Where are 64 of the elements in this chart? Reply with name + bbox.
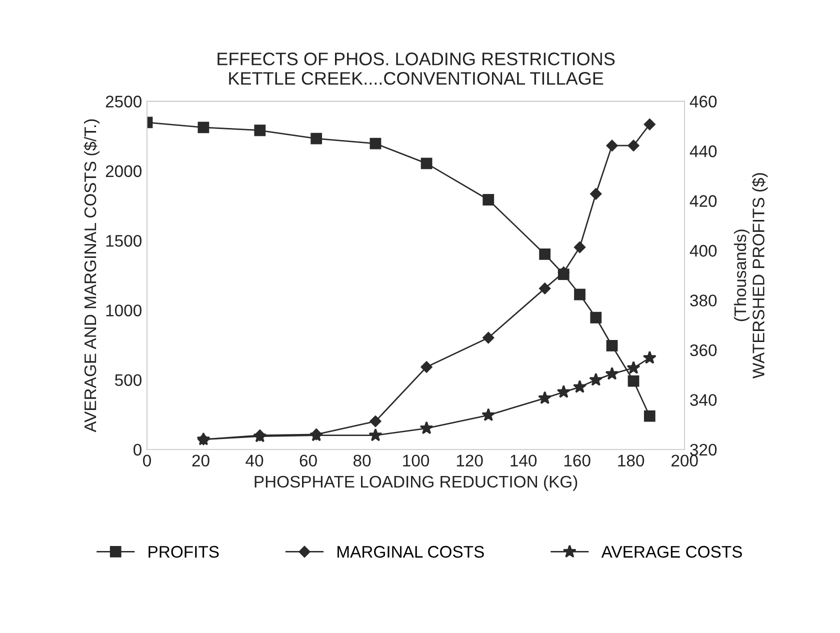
y-tick-label: 2500: [106, 96, 142, 108]
point: [644, 410, 656, 422]
point: [558, 268, 570, 280]
point: [538, 391, 552, 404]
point: [420, 361, 432, 373]
x-tick-label: 0: [143, 454, 151, 467]
y2-tick-label: 320: [690, 444, 717, 456]
point: [642, 350, 656, 364]
point: [370, 138, 382, 150]
point: [606, 140, 618, 152]
y2-tick-label: 360: [690, 344, 717, 356]
y2-tick-label: 340: [690, 394, 717, 406]
x-tick-label: 140: [510, 454, 537, 467]
point: [370, 416, 382, 428]
x-tick-label: 120: [456, 454, 483, 467]
point: [574, 288, 586, 300]
point: [368, 428, 382, 442]
legend-label: PROFITS: [148, 546, 219, 558]
x-tick-label: 60: [300, 454, 317, 467]
y-tick-label: 1000: [106, 304, 142, 316]
y2-tick-label: 400: [690, 244, 717, 257]
legend-label: MARGINAL COSTS: [338, 546, 484, 558]
point: [310, 132, 322, 144]
point: [420, 158, 432, 170]
x-tick-label: 180: [618, 454, 644, 467]
y-tick-label: 1500: [106, 234, 142, 247]
y2-tick-label: 380: [690, 294, 717, 306]
x-axis-title: PHOSPHATE LOADING REDUCTION (KG): [254, 475, 578, 491]
y-tick-label: 0: [134, 444, 142, 456]
point: [589, 372, 603, 386]
legend-label: AVERAGE COSTS: [601, 546, 742, 558]
point: [590, 312, 602, 324]
y2-axis-title: (Thousands) WATERSHED PROFITS ($): [734, 173, 768, 379]
point: [198, 122, 210, 134]
point: [572, 380, 587, 393]
point: [606, 340, 618, 352]
x-tick-label: 80: [353, 454, 371, 467]
x-tick-label: 40: [246, 454, 264, 467]
x-tick-label: 160: [564, 454, 590, 467]
point: [644, 118, 656, 130]
point: [556, 384, 570, 398]
point: [482, 332, 494, 344]
point: [574, 241, 586, 253]
point: [482, 408, 496, 422]
y-tick-label: 2000: [106, 165, 142, 178]
y-tick-label: 500: [115, 374, 142, 386]
point: [605, 366, 619, 380]
point: [420, 421, 434, 434]
point: [482, 194, 494, 206]
y2-tick-label: 460: [690, 96, 717, 108]
point: [628, 375, 640, 387]
point: [539, 248, 551, 260]
x-tick-label: 100: [403, 454, 430, 467]
point: [626, 360, 640, 374]
y2-tick-label: 440: [690, 145, 717, 158]
y-axis-title: AVERAGE AND MARGINAL COSTS ($/T.): [84, 119, 100, 432]
point: [590, 188, 602, 200]
point: [254, 124, 266, 136]
x-tick-label: 20: [192, 454, 210, 467]
point: [539, 282, 551, 294]
point: [628, 140, 640, 152]
x-tick-label: 200: [672, 454, 698, 467]
y2-tick-label: 420: [690, 195, 717, 207]
chart-title: EFFECTS OF PHOS. LOADING RESTRICTIONS KETTLE CREEK....CONVENTIONAL TILLAGE: [218, 52, 615, 85]
